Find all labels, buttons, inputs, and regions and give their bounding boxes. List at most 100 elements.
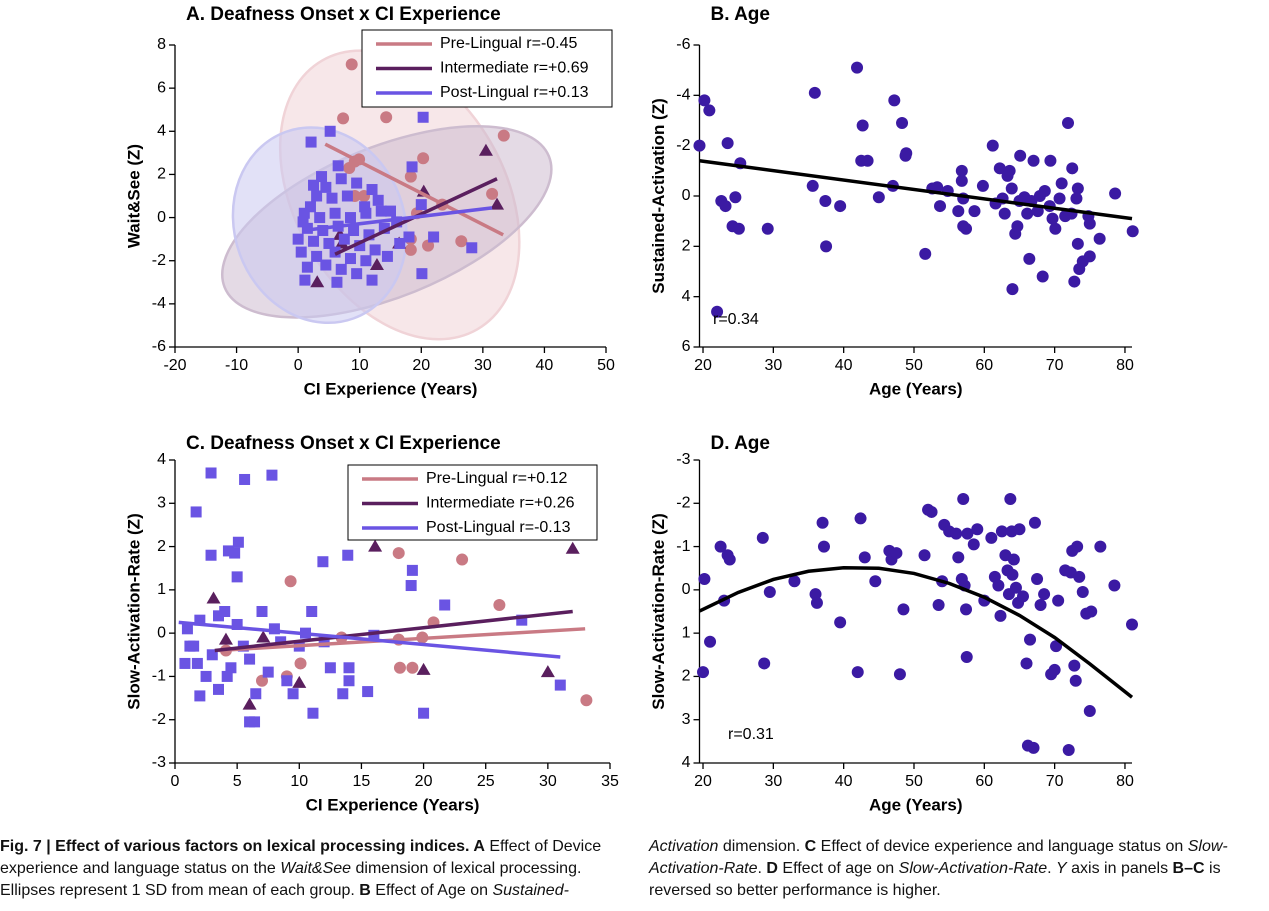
caption-run: axis in panels	[1066, 860, 1173, 877]
circle-point	[819, 195, 832, 208]
circle-point	[1038, 184, 1051, 197]
circle-point	[422, 239, 435, 252]
caption-run: Sustained-Activation	[492, 838, 719, 899]
square-point	[213, 683, 224, 695]
square-point	[366, 184, 378, 196]
square-point	[231, 571, 243, 583]
circle-point	[1005, 182, 1018, 195]
square-point	[320, 181, 332, 193]
caption-run: .	[1047, 860, 1057, 877]
x-tick-label: 50	[905, 773, 923, 790]
square-point	[375, 205, 387, 217]
x-tick-label: 35	[601, 773, 619, 790]
square-point	[338, 233, 350, 245]
circle-point	[1046, 212, 1059, 225]
circle-point	[816, 516, 829, 529]
square-point	[179, 657, 191, 669]
circle-point	[456, 553, 469, 566]
square-point	[295, 246, 307, 258]
legend-label: Post-Lingual r=+0.13	[440, 84, 589, 101]
x-tick-label: 25	[477, 773, 495, 790]
circle-point	[404, 243, 417, 256]
circle-point	[711, 305, 724, 318]
y-tick-label: -1	[676, 538, 690, 555]
panel-title: A. Deafness Onset x CI Experience	[186, 4, 501, 25]
square-point	[287, 688, 299, 700]
triangle-point	[565, 541, 580, 554]
y-tick-label: -2	[676, 495, 690, 512]
square-point	[466, 242, 478, 254]
y-tick-label: -2	[152, 252, 166, 269]
legend-label: Post-Lingual r=-0.13	[426, 519, 571, 536]
circle-point	[1068, 275, 1081, 288]
circle-point	[763, 586, 776, 599]
y-tick-label: -3	[676, 451, 690, 468]
triangle-point	[478, 143, 493, 156]
square-point	[205, 467, 217, 479]
square-point	[249, 716, 261, 728]
x-tick-label: 20	[694, 773, 712, 790]
circle-point	[1083, 217, 1096, 230]
circle-point	[851, 61, 864, 74]
circle-point	[1053, 192, 1066, 205]
circle-point	[960, 222, 973, 235]
square-point	[343, 675, 355, 687]
circle-point	[729, 191, 742, 204]
circle-point	[993, 162, 1006, 175]
square-point	[324, 125, 336, 137]
square-point	[292, 233, 304, 245]
circle-point	[952, 205, 965, 218]
x-tick-label: 60	[975, 773, 993, 790]
circle-point	[1007, 553, 1020, 566]
square-point	[362, 686, 374, 698]
fit-line	[698, 566, 1134, 699]
x-tick-label: 0	[294, 357, 303, 374]
circle-point	[1016, 590, 1029, 603]
panel-title: B. Age	[711, 4, 770, 25]
circle-point	[1071, 237, 1084, 250]
fit-line	[324, 142, 504, 237]
x-tick-label: 30	[539, 773, 557, 790]
y-axis-label: Sustained-Activation (Z)	[649, 98, 668, 294]
circle-point	[952, 551, 965, 564]
circle-point	[950, 527, 963, 540]
square-point	[311, 190, 323, 202]
y-tick-label: -3	[152, 754, 166, 771]
circle-point	[723, 553, 736, 566]
circle-point	[918, 549, 931, 562]
circle-point	[1094, 540, 1107, 553]
square-point	[314, 212, 326, 224]
x-tick-label: 70	[1046, 773, 1064, 790]
circle-point	[455, 235, 468, 248]
circle-point	[985, 531, 998, 544]
caption-run: Fig. 7 | Effect of various factors on le…	[0, 838, 485, 855]
square-point	[354, 240, 366, 252]
circle-point	[294, 657, 307, 670]
x-tick-label: 30	[764, 773, 782, 790]
circle-point	[897, 603, 910, 616]
circle-point	[1031, 573, 1044, 586]
circle-point	[925, 505, 938, 518]
y-axis-label: Wait&See (Z)	[124, 144, 143, 248]
circle-point	[971, 523, 984, 536]
square-point	[366, 274, 378, 286]
square-point	[301, 261, 313, 273]
square-point	[415, 199, 427, 211]
circle-point	[1036, 270, 1049, 283]
y-tick-label: -4	[676, 87, 690, 104]
circle-point	[1014, 149, 1027, 162]
square-point	[231, 618, 243, 630]
y-tick-label: -6	[676, 36, 690, 53]
x-axis-label: Age (Years)	[869, 795, 963, 814]
circle-point	[896, 117, 909, 130]
circle-point	[1049, 222, 1062, 235]
square-point	[406, 564, 418, 576]
triangle-point	[292, 675, 307, 688]
caption-run: Wait&See	[280, 860, 352, 877]
circle-point	[493, 599, 506, 612]
circle-point	[931, 181, 944, 194]
square-point	[299, 274, 311, 286]
square-point	[317, 225, 329, 237]
square-point	[281, 675, 293, 687]
square-point	[335, 263, 347, 275]
